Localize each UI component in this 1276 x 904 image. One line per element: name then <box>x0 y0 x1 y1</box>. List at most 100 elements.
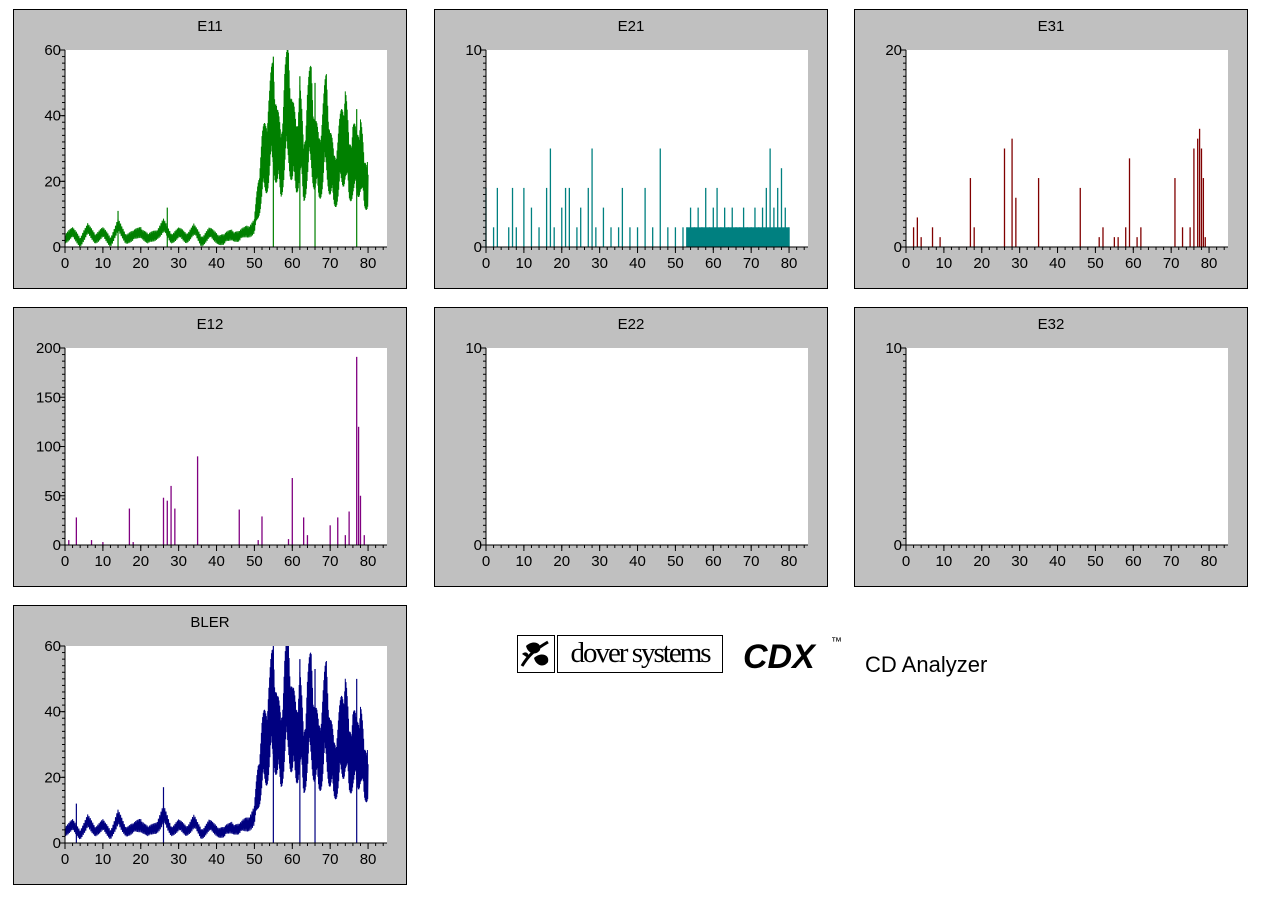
y-tick-label: 0 <box>53 239 61 256</box>
chart-e32: E32 0 10 20 30 40 50 60 70 80 0 10 <box>885 316 1228 570</box>
y-tick-label: 60 <box>44 42 61 59</box>
x-tick-label: 50 <box>667 255 684 272</box>
x-tick-label: 20 <box>973 255 990 272</box>
chart-e11: E11 0 10 20 30 40 50 60 70 80 0 20 40 60 <box>44 18 387 272</box>
x-tick-label: 20 <box>132 553 149 570</box>
x-tick-label: 60 <box>284 255 301 272</box>
chart-panel-e11: E11 0 10 20 30 40 50 60 70 80 0 20 40 60 <box>13 9 407 289</box>
x-tick-label: 0 <box>61 851 69 868</box>
x-tick-label: 40 <box>1049 553 1066 570</box>
plot-area <box>486 348 808 545</box>
x-tick-label: 50 <box>246 255 263 272</box>
x-tick-label: 40 <box>208 255 225 272</box>
chart-title: BLER <box>190 614 229 631</box>
plot-area <box>906 50 1228 247</box>
x-tick-label: 40 <box>1049 255 1066 272</box>
x-tick-label: 20 <box>132 851 149 868</box>
plot-area <box>486 50 808 247</box>
x-tick-label: 20 <box>973 553 990 570</box>
x-tick-label: 60 <box>284 553 301 570</box>
trademark-symbol: ™ <box>831 636 842 648</box>
x-tick-label: 50 <box>1087 255 1104 272</box>
chart-panel-e21: E21 0 10 20 30 40 50 60 70 80 0 10 <box>434 9 828 289</box>
x-tick-label: 0 <box>482 255 490 272</box>
chart-title: E32 <box>1038 316 1065 333</box>
x-tick-label: 0 <box>61 255 69 272</box>
x-tick-label: 70 <box>322 851 339 868</box>
x-tick-label: 50 <box>246 553 263 570</box>
y-tick-label: 40 <box>44 704 61 721</box>
x-tick-label: 10 <box>936 553 953 570</box>
data-series-line <box>64 645 369 840</box>
x-tick-label: 0 <box>482 553 490 570</box>
x-tick-label: 20 <box>553 553 570 570</box>
x-tick-label: 10 <box>95 255 112 272</box>
chart-panel-e22: E22 0 10 20 30 40 50 60 70 80 0 10 <box>434 307 828 587</box>
x-tick-label: 30 <box>591 255 608 272</box>
y-tick-label: 20 <box>885 42 902 59</box>
y-tick-label: 0 <box>894 239 902 256</box>
y-tick-label: 20 <box>44 173 61 190</box>
x-tick-label: 70 <box>322 255 339 272</box>
chart-e12: E12 0 10 20 30 40 50 60 70 80 0 50 100 150 200 <box>36 316 387 570</box>
chart-panel-e32: E32 0 10 20 30 40 50 60 70 80 0 10 <box>854 307 1248 587</box>
y-tick-label: 10 <box>465 42 482 59</box>
chart-e22: E22 0 10 20 30 40 50 60 70 80 0 10 <box>465 316 808 570</box>
x-tick-label: 10 <box>95 553 112 570</box>
plot-area <box>65 348 387 545</box>
plot-area <box>906 348 1228 545</box>
x-tick-label: 10 <box>936 255 953 272</box>
x-tick-label: 70 <box>1163 553 1180 570</box>
x-tick-label: 80 <box>1201 553 1218 570</box>
x-tick-label: 50 <box>667 553 684 570</box>
x-tick-label: 40 <box>208 553 225 570</box>
x-tick-label: 30 <box>1011 553 1028 570</box>
y-tick-label: 40 <box>44 108 61 125</box>
y-tick-label: 0 <box>53 835 61 852</box>
y-tick-label: 0 <box>894 537 902 554</box>
y-tick-label: 20 <box>44 769 61 786</box>
x-tick-label: 70 <box>322 553 339 570</box>
x-tick-label: 10 <box>516 553 533 570</box>
x-tick-label: 70 <box>1163 255 1180 272</box>
y-tick-label: 100 <box>36 439 61 456</box>
y-tick-label: 0 <box>474 239 482 256</box>
x-tick-label: 70 <box>743 553 760 570</box>
x-tick-label: 80 <box>781 255 798 272</box>
data-band <box>686 227 790 247</box>
x-tick-label: 80 <box>360 851 377 868</box>
chart-title: E31 <box>1038 18 1065 35</box>
chart-title: E22 <box>618 316 645 333</box>
chart-e21: E21 0 10 20 30 40 50 60 70 80 0 10 <box>465 18 808 272</box>
x-tick-label: 60 <box>705 255 722 272</box>
x-tick-label: 40 <box>629 553 646 570</box>
chart-title: E12 <box>197 316 224 333</box>
y-tick-label: 10 <box>885 340 902 357</box>
x-tick-label: 0 <box>902 255 910 272</box>
y-tick-label: 0 <box>474 537 482 554</box>
chart-panel-bler: BLER 0 10 20 30 40 50 60 70 80 0 20 40 60 <box>13 605 407 885</box>
x-tick-label: 80 <box>360 553 377 570</box>
chart-bler: BLER 0 10 20 30 40 50 60 70 80 0 20 40 60 <box>44 614 387 868</box>
x-tick-label: 70 <box>743 255 760 272</box>
x-tick-label: 30 <box>170 553 187 570</box>
x-tick-label: 10 <box>95 851 112 868</box>
x-tick-label: 0 <box>902 553 910 570</box>
x-tick-label: 60 <box>705 553 722 570</box>
x-tick-label: 40 <box>629 255 646 272</box>
x-tick-label: 40 <box>208 851 225 868</box>
x-tick-label: 20 <box>132 255 149 272</box>
product-name: CDX <box>743 638 815 676</box>
x-tick-label: 30 <box>170 255 187 272</box>
x-tick-label: 10 <box>516 255 533 272</box>
x-tick-label: 80 <box>360 255 377 272</box>
company-logo-text: dover systems <box>557 635 723 673</box>
y-tick-label: 10 <box>465 340 482 357</box>
x-tick-label: 80 <box>781 553 798 570</box>
x-tick-label: 30 <box>1011 255 1028 272</box>
product-tagline: CD Analyzer <box>865 652 988 677</box>
x-tick-label: 60 <box>284 851 301 868</box>
chart-title: E21 <box>618 18 645 35</box>
chart-panel-e12: E12 0 10 20 30 40 50 60 70 80 0 50 100 150 200 <box>13 307 407 587</box>
y-tick-label: 150 <box>36 389 61 406</box>
